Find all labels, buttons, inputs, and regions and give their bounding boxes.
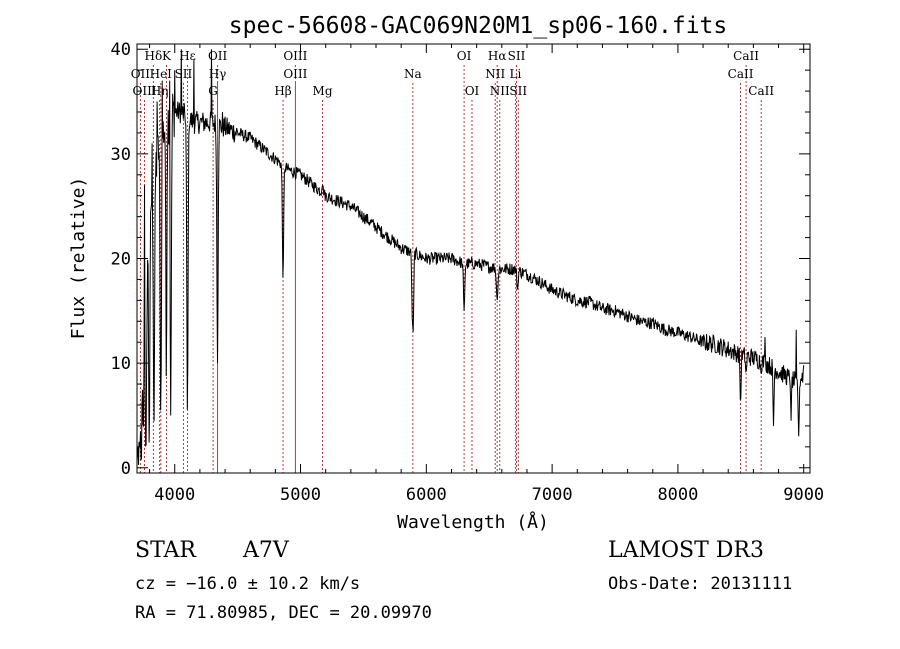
line-marker-label: NII [485,67,505,81]
line-marker-label: SII [509,84,527,98]
plot-frame [136,43,811,474]
y-tick-label: 20 [111,250,131,270]
x-tick-label: 8000 [657,485,698,505]
survey-name: LAMOST DR3 [608,538,764,563]
line-marker-label: OIII [283,67,307,81]
x-tick-label: 5000 [280,485,321,505]
coordinates-info: RA = 71.80985, DEC = 20.09970 [135,603,432,623]
line-marker-label: Hγ [209,67,227,81]
y-axis: 0 10 20 30 40 [111,40,810,479]
x-tick-label: 9000 [783,485,824,505]
spectrum-line-group [136,49,805,465]
line-marker-label: OII [208,49,228,63]
object-type: STAR [135,538,196,563]
spectral-subclass: A7V [243,538,289,563]
line-marker-label: Mg [313,84,333,98]
x-tick-label: 6000 [406,485,447,505]
observation-date: Obs-Date: 20131111 [608,574,793,594]
line-marker-label: SII [175,67,193,81]
line-marker-label: CaII [748,84,774,98]
y-tick-label: 40 [111,40,131,60]
x-tick-label: 4000 [154,485,195,505]
line-marker-label: Hα [488,49,507,63]
line-marker-label: OI [465,84,480,98]
line-marker-label: G [208,84,218,98]
y-axis-label: Flux (relative) [68,177,89,340]
line-marker-label: HeI [150,67,173,81]
line-marker-label: CaII [733,49,759,63]
line-marker-label: OIII [283,49,307,63]
line-marker-label: CaII [728,67,754,81]
line-marker-label: Na [404,67,422,81]
spectrum-line [136,49,805,465]
chart-title: spec-56608-GAC069N20M1_sp06-160.fits [229,13,728,39]
line-marker-label: SII [508,49,526,63]
y-tick-label: 10 [111,354,131,374]
line-marker-label: OII [131,67,151,81]
line-marker-label: OIII [133,84,157,98]
line-marker-label: Hδ [145,49,163,63]
line-marker-label: Hβ [274,84,291,98]
line-marker-label: Li [509,67,521,81]
y-tick-label: 0 [121,459,131,479]
line-marker-label: K [162,49,172,63]
line-marker-label: Hε [179,49,196,63]
x-axis: 4000 5000 6000 7000 8000 9000 [149,44,824,505]
y-tick-label: 30 [111,145,131,165]
x-tick-label: 7000 [532,485,573,505]
line-marker-label: OI [457,49,472,63]
x-axis-label: Wavelength (Å) [397,511,549,533]
line-marker-label: Hη [151,84,169,98]
redshift-info: cz = −16.0 ± 10.2 km/s [135,574,361,594]
line-marker-label: NII [490,84,510,98]
